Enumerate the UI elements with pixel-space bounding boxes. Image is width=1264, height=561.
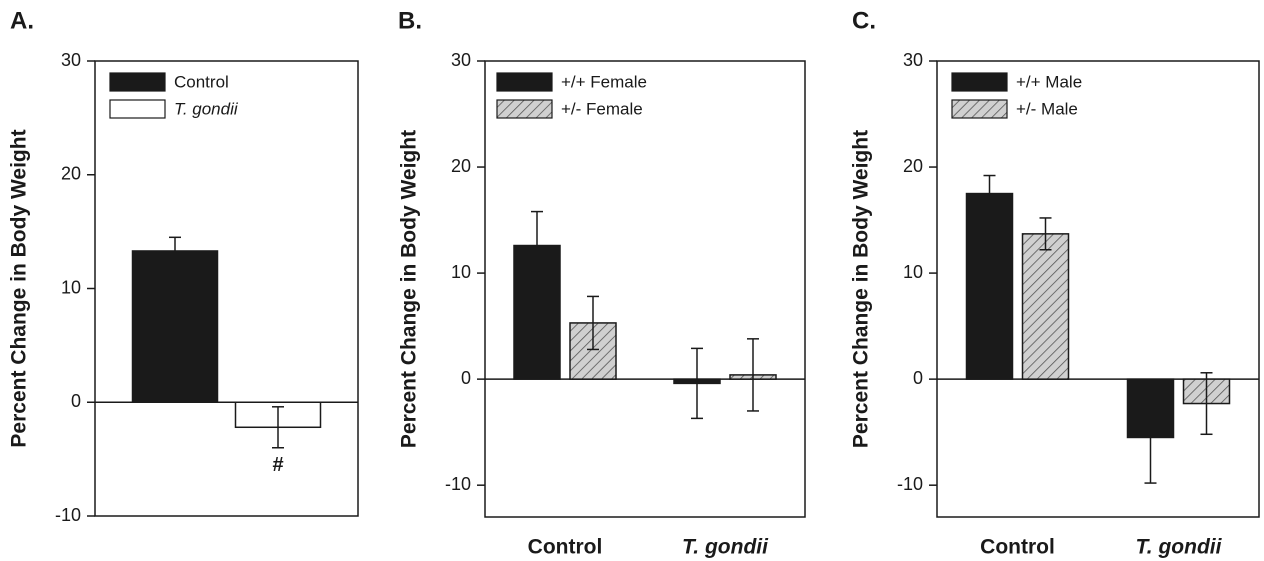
- bar: [131, 250, 219, 403]
- legend-label: +/+ Male: [1016, 72, 1082, 91]
- y-axis-label: Percent Change in Body Weight: [850, 130, 873, 448]
- legend-label: +/- Female: [561, 99, 643, 118]
- error-bar: [272, 406, 284, 449]
- y-tick-label: 10: [903, 262, 923, 282]
- plot-frame: [94, 60, 359, 517]
- legend-swatch: [496, 72, 553, 92]
- y-tick-label: -10: [897, 474, 923, 494]
- bar: [965, 192, 1014, 380]
- legend-swatch: [109, 99, 166, 119]
- legend-swatch: [951, 72, 1008, 92]
- error-bar: [1144, 391, 1157, 484]
- panel-title: A.: [10, 7, 34, 34]
- x-tick-label: Control: [980, 536, 1055, 559]
- panel-title: B.: [398, 7, 422, 34]
- error-bar: [691, 347, 703, 420]
- error-bar: [983, 174, 996, 213]
- error-bar: [1200, 372, 1213, 436]
- x-tick-label: T. gondii: [1136, 536, 1223, 559]
- legend-label: T. gondii: [174, 99, 239, 118]
- y-tick-label: 0: [461, 368, 471, 388]
- panel-title: C.: [852, 7, 876, 34]
- error-bar: [531, 210, 543, 281]
- error-bar: [169, 236, 181, 266]
- y-tick-label: 20: [61, 164, 81, 184]
- error-bar: [587, 295, 599, 351]
- y-axis-label: Percent Change in Body Weight: [398, 130, 421, 448]
- y-tick-label: -10: [55, 505, 81, 525]
- y-tick-label: 0: [71, 391, 81, 411]
- plot-frame: [484, 60, 806, 518]
- bar: [1021, 233, 1070, 380]
- legend-swatch: [109, 72, 166, 92]
- legend-swatch: [496, 99, 553, 119]
- y-tick-label: 20: [451, 156, 471, 176]
- y-tick-label: 10: [451, 262, 471, 282]
- error-bar: [747, 338, 759, 412]
- y-tick-label: -10: [445, 474, 471, 494]
- legend-label: Control: [174, 72, 229, 91]
- y-tick-label: 30: [451, 50, 471, 70]
- annotation: #: [272, 454, 283, 476]
- plot-frame: [936, 60, 1260, 518]
- legend-label: +/+ Female: [561, 72, 647, 91]
- y-tick-label: 30: [903, 50, 923, 70]
- x-tick-label: Control: [528, 536, 603, 559]
- y-tick-label: 20: [903, 156, 923, 176]
- y-tick-label: 10: [61, 277, 81, 297]
- legend-swatch: [951, 99, 1008, 119]
- error-bar: [1039, 217, 1052, 251]
- y-tick-label: 0: [913, 368, 923, 388]
- y-tick-label: 30: [61, 50, 81, 70]
- legend-label: +/- Male: [1016, 99, 1078, 118]
- y-axis-label: Percent Change in Body Weight: [8, 129, 31, 447]
- x-tick-label: T. gondii: [682, 536, 769, 559]
